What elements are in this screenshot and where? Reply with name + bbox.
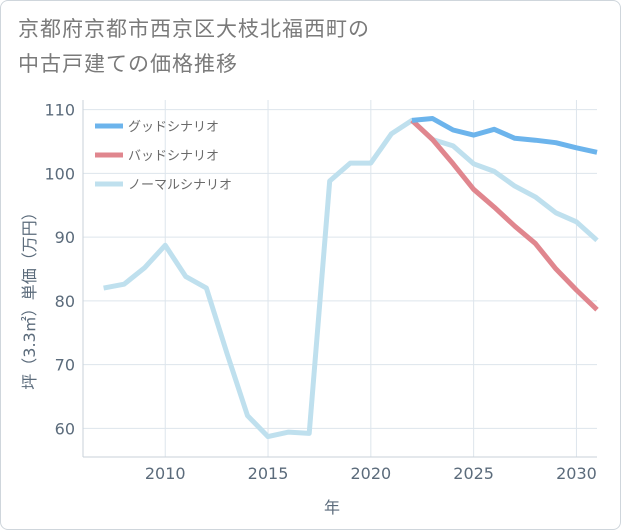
series-line-2	[410, 118, 599, 312]
series-line-1	[411, 116, 598, 155]
y-tick-label: 60	[55, 419, 75, 438]
x-tick-label: 2030	[556, 464, 597, 483]
x-tick-label: 2020	[350, 464, 391, 483]
x-tick-label: 2015	[248, 464, 289, 483]
axes: 2010 2015 2020 2025 2030 60 70 80 90 100 110	[44, 100, 597, 483]
y-tick-label: 70	[55, 356, 75, 375]
legend-label: バッドシナリオ	[128, 149, 219, 164]
y-axis-label: 坪（3.3㎡）単価（万円）	[20, 204, 39, 389]
y-tick-label: 90	[55, 228, 75, 247]
series-line-3	[103, 117, 599, 440]
x-tick-label: 2010	[145, 464, 186, 483]
series-lines	[103, 116, 599, 440]
y-tick-label: 110	[44, 101, 75, 120]
x-tick-label: 2025	[453, 464, 494, 483]
y-tick-label: 80	[55, 292, 75, 311]
x-axis-label: 年	[324, 498, 340, 517]
chart-title-line2: 中古戸建ての価格推移	[18, 52, 238, 76]
y-tick-label: 100	[44, 164, 75, 183]
chart-title-line1: 京都府京都市西京区大枝北福西町の	[18, 17, 370, 41]
chart-title: 京都府京都市西京区大枝北福西町の 中古戸建ての価格推移	[18, 12, 578, 82]
legend-label: ノーマルシナリオ	[128, 178, 232, 193]
legend-label: グッドシナリオ	[128, 120, 219, 135]
